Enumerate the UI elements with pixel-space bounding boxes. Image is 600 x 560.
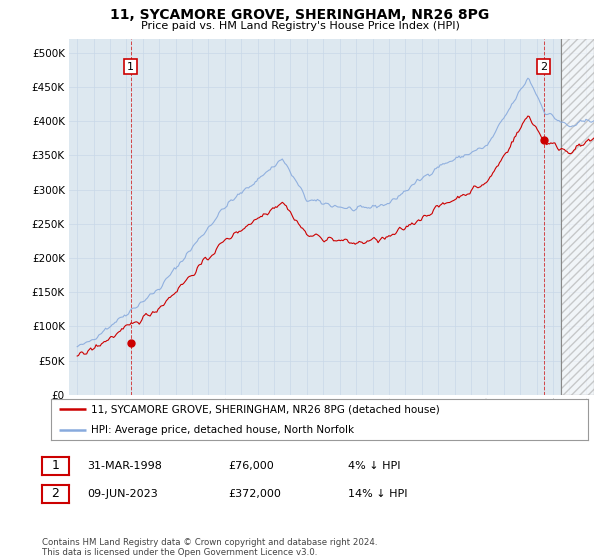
Text: Price paid vs. HM Land Registry's House Price Index (HPI): Price paid vs. HM Land Registry's House … xyxy=(140,21,460,31)
Text: 11, SYCAMORE GROVE, SHERINGHAM, NR26 8PG: 11, SYCAMORE GROVE, SHERINGHAM, NR26 8PG xyxy=(110,8,490,22)
Text: 14% ↓ HPI: 14% ↓ HPI xyxy=(348,489,407,499)
Text: 1: 1 xyxy=(127,62,134,72)
Text: HPI: Average price, detached house, North Norfolk: HPI: Average price, detached house, Nort… xyxy=(91,424,355,435)
Text: 2: 2 xyxy=(540,62,547,72)
Text: 4% ↓ HPI: 4% ↓ HPI xyxy=(348,461,401,471)
Text: 31-MAR-1998: 31-MAR-1998 xyxy=(87,461,162,471)
Text: £372,000: £372,000 xyxy=(228,489,281,499)
Text: 2: 2 xyxy=(52,487,59,501)
Text: 1: 1 xyxy=(52,459,59,473)
Text: £76,000: £76,000 xyxy=(228,461,274,471)
Text: 09-JUN-2023: 09-JUN-2023 xyxy=(87,489,158,499)
Bar xyxy=(561,39,594,395)
Text: Contains HM Land Registry data © Crown copyright and database right 2024.
This d: Contains HM Land Registry data © Crown c… xyxy=(42,538,377,557)
Text: 11, SYCAMORE GROVE, SHERINGHAM, NR26 8PG (detached house): 11, SYCAMORE GROVE, SHERINGHAM, NR26 8PG… xyxy=(91,404,440,414)
